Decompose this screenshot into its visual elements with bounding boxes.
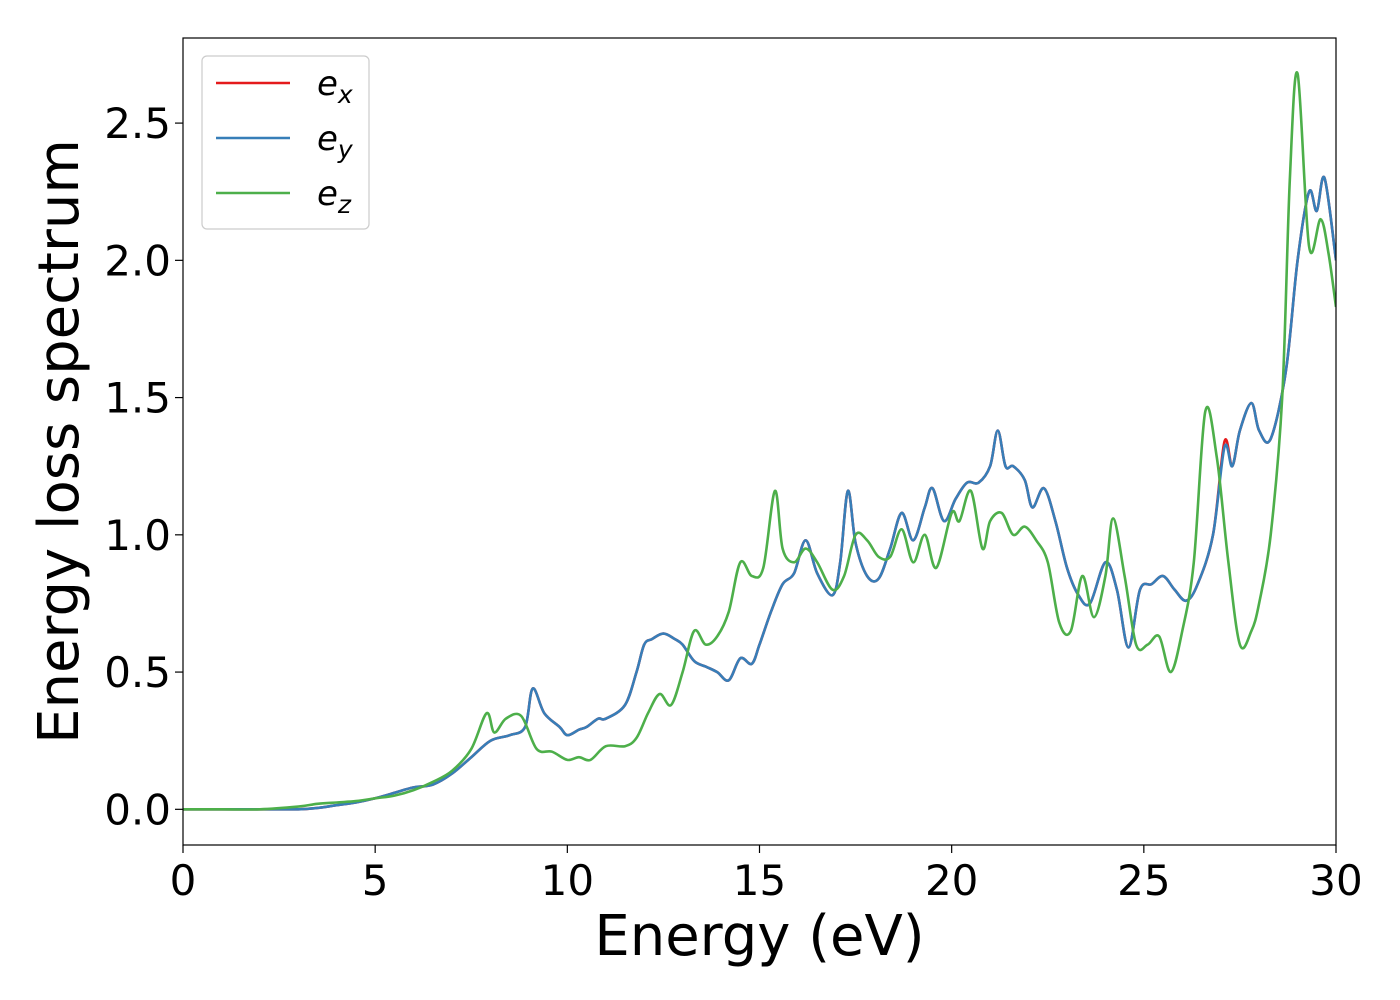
y-tick-label: 2.5	[104, 99, 171, 148]
x-tick-label: 0	[170, 856, 197, 905]
y-tick-label: 2.0	[104, 236, 171, 285]
x-tick-label: 30	[1309, 856, 1362, 905]
x-tick-label: 20	[925, 856, 978, 905]
legend-label-ey: ey	[317, 119, 354, 164]
y-tick-label: 0.5	[104, 648, 171, 697]
legend-box	[201, 55, 370, 230]
y-tick-label: 1.5	[104, 374, 171, 423]
y-tick-label: 0.0	[104, 785, 171, 834]
legend-label-ez: ez	[317, 174, 352, 219]
x-tick-label: 15	[733, 856, 786, 905]
y-tick-label: 1.0	[104, 511, 171, 560]
legend: ex ey ez	[201, 55, 370, 230]
plot-area	[183, 71, 1336, 811]
series-line-ey	[183, 175, 1336, 811]
x-tick-label: 10	[541, 856, 594, 905]
x-tick-label: 25	[1117, 856, 1170, 905]
y-axis-label: Energy loss spectrum	[27, 139, 92, 744]
series-line-ex	[183, 175, 1336, 811]
axes: 0 5 10 15 20 25 30 0.0 0.5 1.0 1.5 2.0 2.5	[104, 37, 1363, 905]
x-tick-label: 5	[362, 856, 389, 905]
x-axis-label: Energy (eV)	[594, 904, 924, 969]
legend-label-ex: ex	[317, 64, 353, 109]
series-line-ez	[183, 71, 1336, 811]
